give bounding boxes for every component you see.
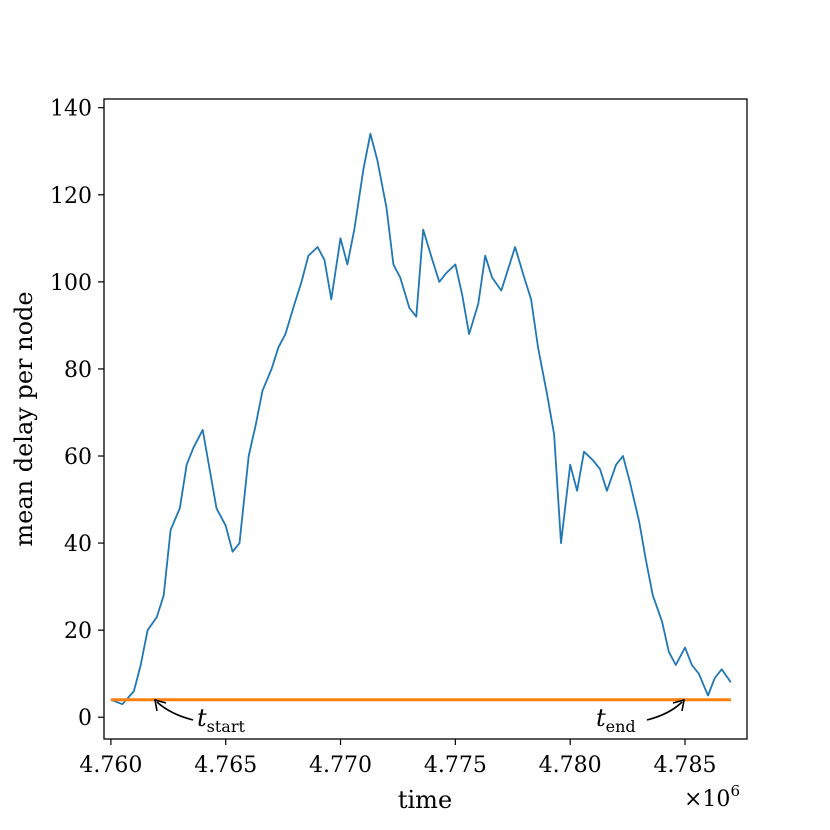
x-multiplier-base: ×10 (684, 787, 730, 812)
annotation-start-arrow (156, 701, 194, 721)
x-axis-label: time (398, 786, 452, 814)
x-tick-label: 4.785 (654, 753, 717, 778)
annotation-start-arrowhead (153, 698, 167, 712)
y-tick-label: 60 (64, 445, 92, 470)
x-tick-label: 4.780 (539, 753, 602, 778)
y-axis-label: mean delay per node (10, 291, 38, 546)
annotation-start-base: t (197, 704, 207, 732)
x-tick-label: 4.775 (424, 753, 487, 778)
annotation-end-arrow (646, 701, 683, 721)
x-multiplier-label: ×106 (684, 782, 740, 812)
annotation-end-arrowhead (672, 698, 686, 712)
x-tick-label: 4.760 (79, 753, 142, 778)
annotation-start-sub: start (207, 717, 246, 736)
annotation-end-sub: end (606, 717, 636, 736)
y-tick-label: 100 (50, 271, 92, 296)
plot-area (110, 132, 732, 706)
y-tick-label: 80 (64, 358, 92, 383)
x-multiplier-exponent: 6 (730, 782, 740, 800)
x-tick-label: 4.770 (309, 753, 372, 778)
axes-frame (103, 98, 748, 740)
series-1-line (110, 132, 732, 706)
y-tick-label: 120 (50, 184, 92, 209)
tick-layer: 4.760 4.765 4.770 4.775 4.780 4.785 0 20 40 60 80 1… (50, 97, 716, 778)
y-tick-label: 140 (50, 97, 92, 122)
annotation-end-label: tend (596, 704, 636, 736)
x-tick-label: 4.765 (194, 753, 257, 778)
annotation-start: tstart (153, 698, 245, 736)
y-tick-label: 40 (64, 532, 92, 557)
annotation-start-label: tstart (197, 704, 245, 736)
y-tick-label: 0 (78, 706, 92, 731)
y-tick-label: 20 (64, 619, 92, 644)
annotation-end: tend (596, 698, 686, 736)
annotation-end-base: t (596, 704, 606, 732)
